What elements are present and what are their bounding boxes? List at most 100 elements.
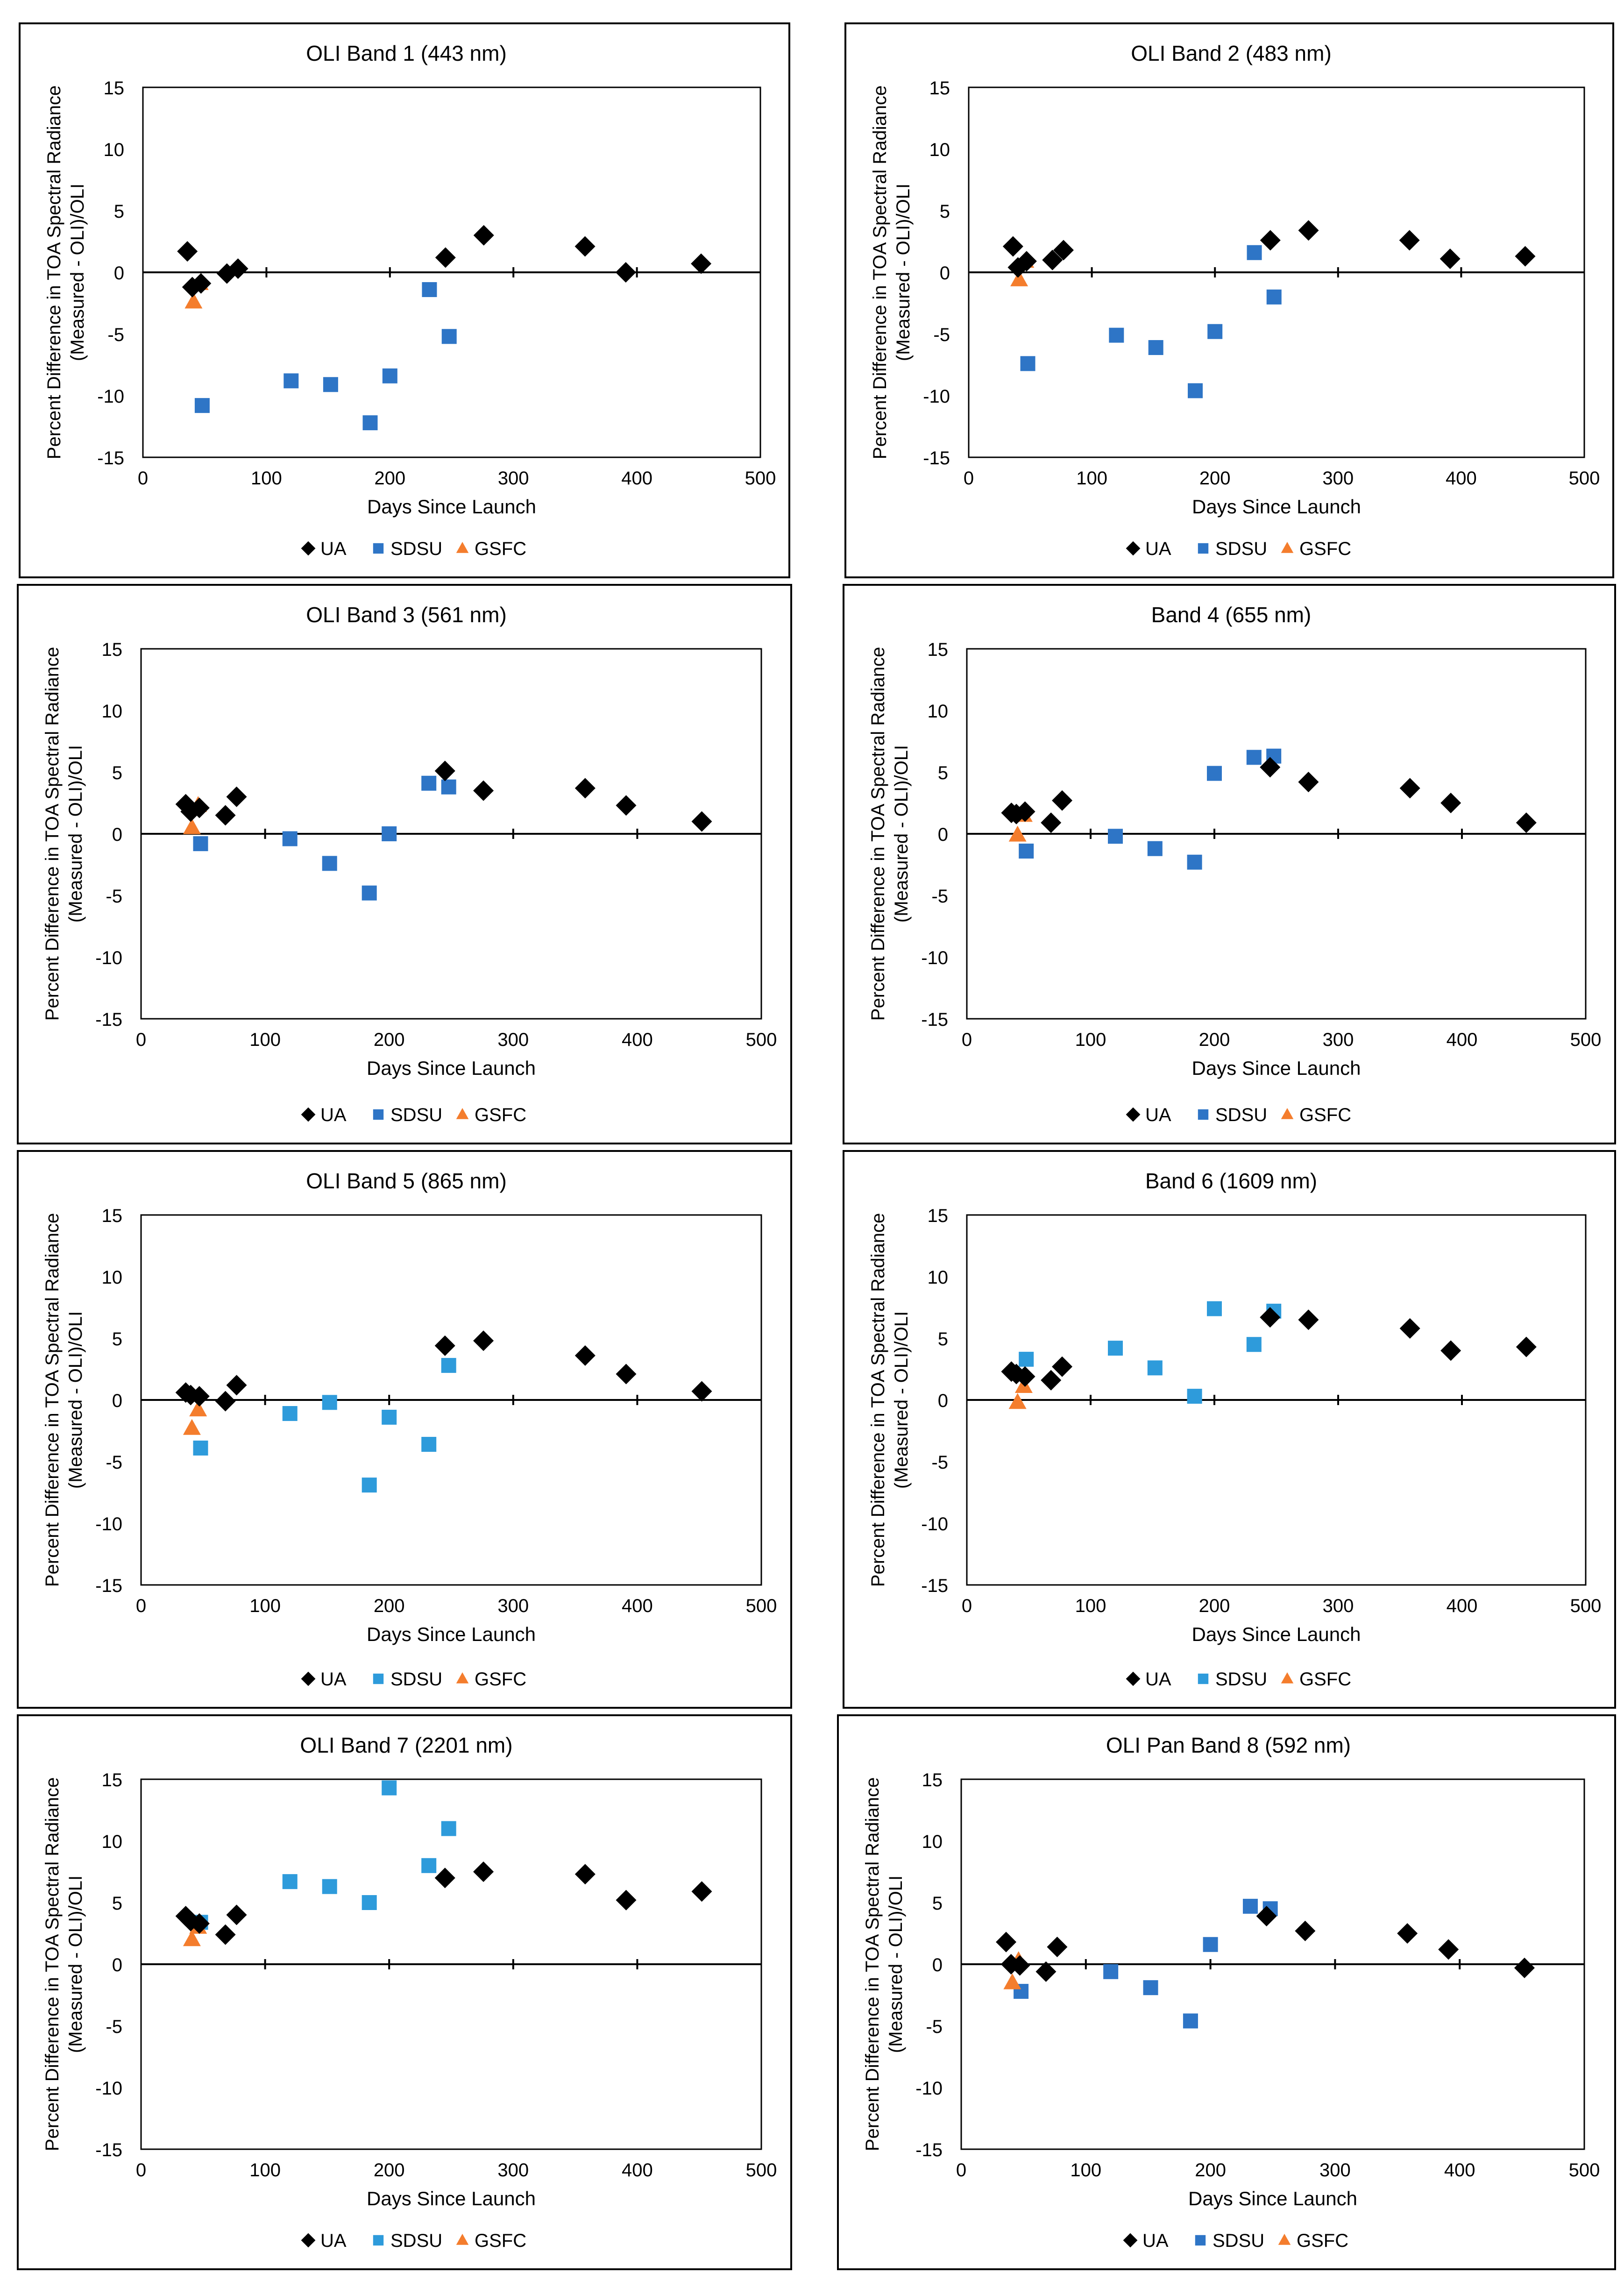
data-point-sdsu [362, 885, 377, 901]
data-point-sdsu [322, 1879, 337, 1894]
data-point-ua [1009, 1955, 1030, 1976]
legend-marker-ua [301, 1107, 316, 1122]
y-tick-label: -10 [915, 2078, 943, 2099]
legend-marker-ua [1126, 541, 1141, 556]
legend-label-ua: UA [1142, 2230, 1169, 2251]
data-point-sdsu [441, 329, 457, 344]
y-tick-label: -15 [915, 2140, 943, 2160]
data-point-sdsu [194, 398, 210, 413]
data-point-sdsu [362, 415, 378, 431]
y-tick-label: -15 [923, 448, 950, 469]
chart-title: OLI Band 2 (483 nm) [1131, 41, 1332, 65]
x-tick-label: 400 [1444, 2160, 1475, 2181]
legend: UA SDSU GSFC [301, 539, 526, 559]
data-point-sdsu [441, 1821, 456, 1836]
scatter-chart: OLI Band 7 (2201 nm) -15 -10 -5 0 5 10 15 0 100 20… [42, 1733, 777, 2251]
data-point-ua [226, 1375, 247, 1396]
data-point-ua [996, 1932, 1017, 1953]
x-tick-label: 0 [136, 1596, 146, 1616]
legend-marker-gsfc [456, 2234, 469, 2245]
y-axis-label: Percent Difference in TOA Spectral Radia… [42, 647, 86, 1021]
legend-label-sdsu: SDSU [390, 2230, 442, 2251]
data-point-ua [1014, 801, 1035, 822]
legend-label-ua: UA [1145, 1105, 1171, 1125]
x-axis-label: Days Since Launch [367, 2188, 536, 2209]
data-point-ua [1006, 1364, 1027, 1385]
legend-marker-sdsu [373, 1673, 384, 1684]
data-point-ua [1399, 778, 1420, 799]
data-point-ua [1516, 1336, 1537, 1357]
y-tick-label: 10 [102, 701, 123, 722]
x-tick-label: 400 [1447, 1596, 1478, 1616]
x-tick-label: 300 [498, 468, 529, 489]
data-point-ua [434, 760, 455, 781]
series-sdsu [193, 1780, 456, 1930]
y-tick-label: -10 [95, 948, 122, 968]
legend-label-ua: UA [320, 539, 347, 559]
y-tick-label: -5 [106, 2017, 122, 2037]
series-sdsu [1020, 245, 1282, 398]
data-point-sdsu [441, 1358, 456, 1373]
series-sdsu [193, 775, 456, 901]
x-tick-label: 100 [251, 468, 282, 489]
data-point-sdsu [322, 1395, 337, 1410]
data-point-ua [1260, 1307, 1281, 1328]
chart-title: OLI Band 1 (443 nm) [306, 41, 507, 65]
data-point-sdsu [282, 1874, 298, 1889]
x-tick-label: 300 [497, 2160, 529, 2181]
legend-label-gsfc: GSFC [475, 1105, 526, 1125]
data-point-ua [1397, 1923, 1418, 1944]
data-point-ua [1052, 1356, 1073, 1377]
x-tick-label: 100 [1075, 1596, 1106, 1616]
y-tick-label: -5 [931, 1452, 948, 1473]
data-point-ua [473, 780, 494, 801]
legend-marker-gsfc [456, 1108, 469, 1119]
data-point-ua [1014, 1366, 1035, 1387]
x-tick-label: 0 [136, 1030, 146, 1050]
data-point-gsfc [183, 818, 201, 834]
data-point-sdsu [1207, 1301, 1222, 1316]
legend-label-ua: UA [320, 1105, 347, 1125]
x-axis-label: Days Since Launch [1192, 496, 1361, 518]
y-axis-label: Percent Difference in TOA Spectral Radia… [868, 647, 912, 1021]
y-axis-label: Percent Difference in TOA Spectral Radia… [44, 85, 88, 459]
data-point-ua [189, 797, 210, 818]
x-tick-label: 200 [1195, 2160, 1226, 2181]
y-axis-label: Percent Difference in TOA Spectral Radia… [870, 85, 914, 459]
data-point-sdsu [1147, 841, 1163, 856]
x-tick-label: 300 [1322, 468, 1354, 489]
data-point-ua [1035, 1961, 1057, 1982]
data-point-sdsu [1188, 383, 1203, 398]
y-tick-label: -5 [933, 325, 950, 345]
y-axis-label: Percent Difference in TOA Spectral Radia… [862, 1777, 906, 2151]
data-point-sdsu [323, 377, 338, 392]
scatter-chart: Band 4 (655 nm) -15 -10 -5 0 5 10 15 0 100 200 300 4… [868, 603, 1601, 1125]
y-axis-label: Percent Difference in TOA Spectral Radia… [42, 1777, 86, 2151]
data-point-ua [1042, 249, 1063, 270]
scatter-chart: OLI Band 2 (483 nm) -15 -10 -5 0 5 10 15 0 100 200… [870, 41, 1600, 559]
chart-panel: Band 4 (655 nm) -15 -10 -5 0 5 10 15 0 100 200 300 4… [843, 584, 1616, 1144]
chart-title: OLI Pan Band 8 (592 nm) [1106, 1733, 1351, 1757]
y-tick-label: -5 [106, 886, 122, 907]
scatter-chart: OLI Band 3 (561 nm) -15 -10 -5 0 5 10 15 0 100 200… [42, 603, 777, 1125]
data-point-ua [615, 262, 636, 283]
x-tick-label: 100 [1070, 2160, 1101, 2181]
legend-marker-gsfc [456, 1672, 469, 1683]
legend-marker-ua [301, 541, 316, 556]
x-axis-label: Days Since Launch [1192, 1623, 1361, 1645]
legend-label-ua: UA [320, 1669, 347, 1690]
data-point-ua [1041, 1370, 1062, 1391]
y-tick-label: 5 [938, 1329, 948, 1350]
x-tick-label: 300 [497, 1596, 529, 1616]
data-point-sdsu [1246, 750, 1262, 765]
y-tick-label: -10 [95, 2078, 122, 2099]
data-point-sdsu [193, 1440, 208, 1456]
data-point-gsfc [1003, 1973, 1021, 1989]
series-sdsu [1019, 748, 1282, 870]
series-sdsu [194, 282, 457, 431]
data-point-ua [189, 1386, 210, 1407]
x-tick-label: 200 [374, 468, 405, 489]
data-point-sdsu [1147, 1360, 1163, 1376]
data-point-ua [691, 253, 712, 274]
